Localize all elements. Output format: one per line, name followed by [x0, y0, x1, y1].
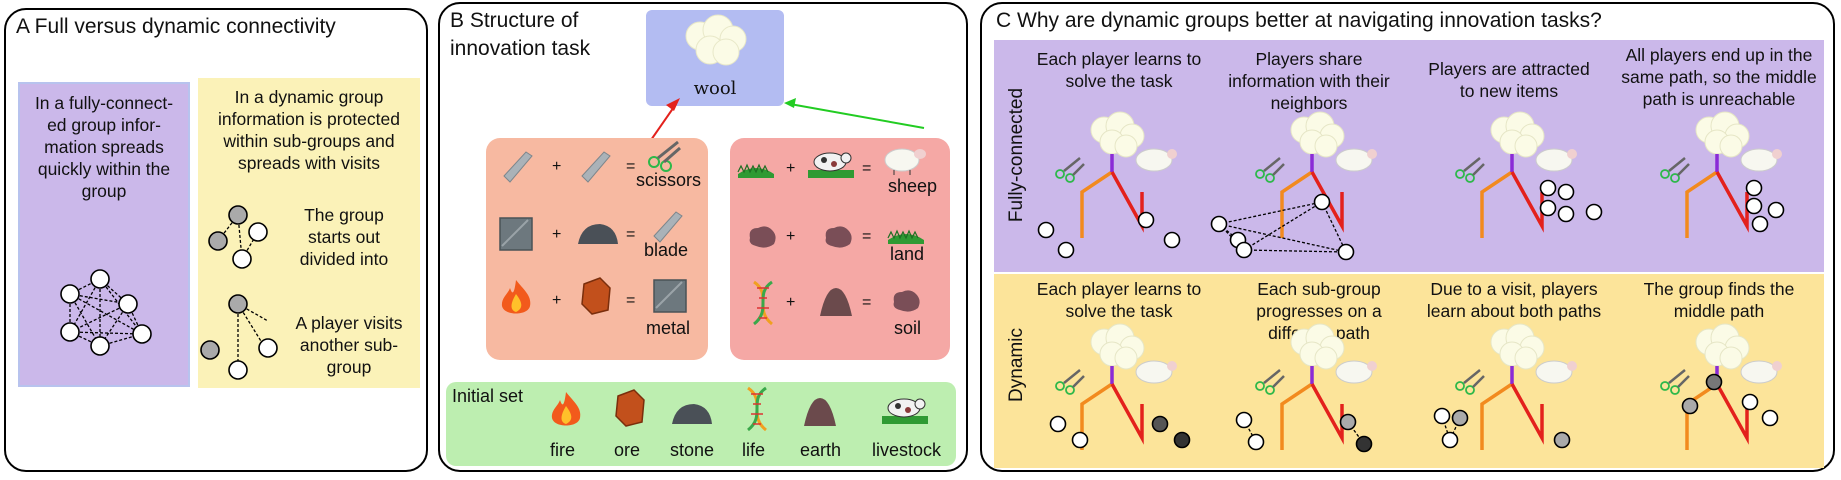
stone-label: stone	[670, 440, 715, 460]
equals-sign: =	[862, 294, 872, 311]
land-icon	[737, 163, 774, 178]
panel-b-title-line2: innovation task	[450, 37, 591, 60]
fully-caption-2: Players share information with their nei…	[1228, 49, 1390, 113]
panel-a: A Full versus dynamic connectivity In a …	[4, 8, 428, 472]
equals-sign: =	[626, 292, 636, 309]
soil-icon	[893, 290, 920, 312]
metal-icon	[499, 217, 533, 251]
stone-icon	[578, 224, 618, 244]
blade-label: blade	[644, 240, 689, 260]
panel-b: B Structure of innovation task wool + = …	[438, 2, 968, 472]
panel-c: C Why are dynamic groups better at navig…	[980, 2, 1835, 472]
sheep-icon	[884, 148, 926, 175]
dynamic-connectivity-box: In a dynamic group information is protec…	[198, 78, 420, 388]
dynamic-caption-4: The group finds the middle path	[1643, 279, 1795, 321]
goal-box: wool	[646, 10, 784, 106]
land-label: land	[890, 244, 925, 264]
panel-a-title: A Full versus dynamic connectivity	[16, 15, 336, 38]
scissors-icon	[648, 140, 681, 172]
dynamic-network-diagram	[200, 205, 278, 380]
earth-label: earth	[800, 440, 842, 460]
livestock-icon	[808, 152, 854, 178]
livestock-label: livestock	[872, 440, 942, 460]
life-label: life	[742, 440, 766, 460]
metal-icon	[653, 279, 687, 313]
fully-caption-1: Each player learns to solve the task	[1036, 49, 1202, 91]
ore-icon	[581, 277, 611, 315]
earth-icon	[804, 398, 836, 426]
fire-label: fire	[550, 440, 576, 460]
soil-label: soil	[894, 318, 922, 338]
equals-sign: =	[626, 158, 636, 175]
full-connectivity-box: In a fully-connect-ed group infor-mation…	[18, 82, 190, 387]
scissors-label: scissors	[636, 170, 702, 190]
life-icon	[752, 280, 774, 326]
life-icon	[746, 386, 768, 432]
equals-sign: =	[862, 228, 872, 245]
plus-sign: +	[786, 294, 796, 311]
scenario-graphics	[1037, 110, 1785, 453]
path-arrows	[650, 98, 925, 141]
fire-icon	[501, 280, 531, 314]
equals-sign: =	[626, 226, 636, 243]
sheep-label: sheep	[888, 176, 938, 196]
livestock-icon	[882, 398, 928, 424]
metal-label: metal	[646, 318, 691, 338]
plus-sign: +	[552, 226, 562, 243]
equals-sign: =	[862, 160, 872, 177]
blade-icon	[581, 151, 611, 183]
soil-icon	[749, 226, 776, 248]
soil-icon	[825, 226, 852, 248]
panel-b-title-line1: B Structure of	[450, 9, 579, 32]
plus-sign: +	[552, 292, 562, 309]
land-icon	[887, 229, 924, 244]
ore-label: ore	[614, 440, 641, 460]
panel-c-title: C Why are dynamic groups better at navig…	[996, 9, 1602, 32]
dynamic-caption-3: Due to a visit, players learn about both…	[1426, 279, 1602, 321]
plus-sign: +	[786, 160, 796, 177]
right-path-recipes: + = sheep + = land + = soil	[730, 138, 950, 360]
fully-caption-4: All players end up in the same path, so …	[1621, 45, 1817, 109]
divided-text: The group starts out divided into	[299, 205, 389, 269]
wool-icon	[685, 14, 747, 66]
visit-text: A player visits another sub-group	[295, 313, 403, 377]
initial-set-box: Initial set fire ore stone life earth li…	[446, 382, 956, 466]
dynamic-caption-1: Each player learns to solve the task	[1036, 279, 1202, 321]
full-network-diagram	[60, 269, 152, 356]
goal-label: wool	[693, 78, 737, 99]
full-connectivity-text: In a fully-connect-ed group infor-mation…	[34, 93, 174, 201]
earth-icon	[820, 288, 852, 316]
blade-icon	[653, 211, 683, 243]
fully-caption-3: Players are attracted to new items	[1428, 59, 1590, 101]
blade-icon	[503, 151, 533, 183]
plus-sign: +	[786, 228, 796, 245]
plus-sign: +	[552, 158, 562, 175]
left-path-recipes: + = scissors + = blade + = metal	[486, 138, 708, 360]
dynamic-connectivity-text: In a dynamic group information is protec…	[218, 87, 400, 173]
stone-icon	[672, 404, 712, 424]
initial-set-label: Initial set	[452, 386, 524, 406]
fire-icon	[551, 392, 581, 426]
ore-icon	[615, 389, 645, 427]
